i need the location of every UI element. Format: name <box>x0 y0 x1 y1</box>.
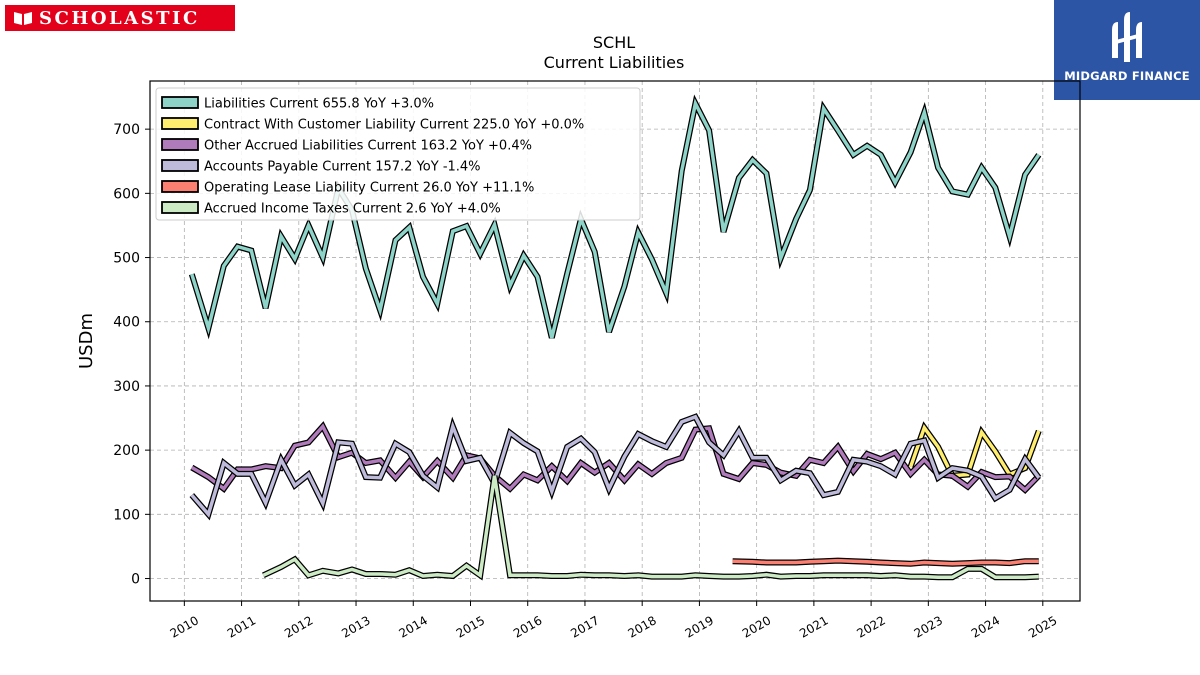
legend-label: Liabilities Current 655.8 YoY +3.0% <box>204 97 434 112</box>
series-accrued-income-taxes-current <box>262 475 1039 581</box>
legend-entry: Liabilities Current 655.8 YoY +3.0% <box>161 96 434 112</box>
legend-swatch <box>161 96 199 109</box>
x-tick-label: 2018 <box>625 613 658 640</box>
legend-swatch <box>161 117 199 130</box>
legend-swatch <box>161 180 199 193</box>
series-line <box>190 414 1041 518</box>
scholastic-logo-text: SCHOLASTIC <box>39 7 200 29</box>
open-book-icon <box>14 12 32 25</box>
x-tick-label: 2025 <box>1026 613 1059 640</box>
x-tick-label: 2012 <box>282 613 315 640</box>
legend-box <box>155 87 641 221</box>
y-tick-label: 100 <box>113 507 140 523</box>
legend-swatch <box>161 201 199 214</box>
x-tick-label: 2014 <box>397 613 430 640</box>
x-tick-label: 2021 <box>797 613 830 640</box>
legend-entry: Other Accrued Liabilities Current 163.2 … <box>161 138 532 154</box>
chart-title: SCHL <box>593 33 635 52</box>
series-operating-lease-liability-current <box>732 557 1039 567</box>
scholastic-logo: SCHOLASTIC <box>5 5 235 31</box>
y-tick-label: 600 <box>113 186 140 202</box>
legend-label: Other Accrued Liabilities Current 163.2 … <box>204 139 532 154</box>
x-tick-label: 2013 <box>339 613 372 640</box>
x-tick-label: 2022 <box>854 613 887 640</box>
legend-label: Operating Lease Liability Current 26.0 Y… <box>204 181 534 196</box>
x-tick-label: 2015 <box>454 613 487 640</box>
legend-swatch <box>161 138 199 151</box>
plot-frame <box>149 80 1081 602</box>
x-tick-label: 2011 <box>225 613 258 640</box>
x-tick-label: 2017 <box>568 613 601 640</box>
x-tick-label: 2024 <box>969 613 1002 640</box>
series-line <box>262 475 1039 579</box>
legend-entry: Accrued Income Taxes Current 2.6 YoY +4.… <box>161 201 501 217</box>
y-axis-label: USDm <box>76 313 97 369</box>
legend: Liabilities Current 655.8 YoY +3.0% Contr… <box>155 87 641 221</box>
y-tick-label: 200 <box>113 443 140 459</box>
chart-subtitle: Current Liabilities <box>544 53 685 72</box>
legend-label: Accrued Income Taxes Current 2.6 YoY +4.… <box>204 202 501 217</box>
midgard-finance-logo-text: MIDGARD FINANCE <box>1064 69 1190 83</box>
x-tick-label: 2019 <box>683 613 716 640</box>
series-accounts-payable-current <box>189 413 1042 521</box>
legend-entry: Accounts Payable Current 157.2 YoY -1.4% <box>161 159 481 175</box>
y-tick-label: 500 <box>113 251 140 267</box>
y-tick-label: 0 <box>131 572 140 588</box>
legend-entry: Operating Lease Liability Current 26.0 Y… <box>161 180 534 196</box>
x-tick-label: 2016 <box>511 613 544 640</box>
y-tick-label: 400 <box>113 315 140 331</box>
x-tick-label: 2010 <box>168 613 201 640</box>
legend-entry: Contract With Customer Liability Current… <box>161 117 584 133</box>
legend-label: Accounts Payable Current 157.2 YoY -1.4% <box>204 160 481 175</box>
legend-label: Contract With Customer Liability Current… <box>204 118 584 133</box>
midgard-finance-logo: MIDGARD FINANCE <box>1054 0 1200 100</box>
x-tick-label: 2020 <box>740 613 773 640</box>
y-tick-label: 300 <box>113 379 140 395</box>
legend-swatch <box>161 159 199 172</box>
midgard-emblem-icon <box>1112 12 1142 62</box>
x-tick-label: 2023 <box>912 613 945 640</box>
series-line <box>732 558 1039 566</box>
y-tick-label: 700 <box>113 122 140 138</box>
